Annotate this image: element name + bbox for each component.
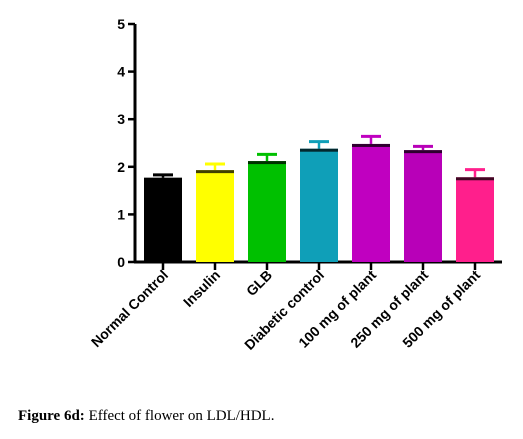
caption-label: Figure 6d: bbox=[18, 408, 85, 424]
bar-top-edge bbox=[196, 170, 234, 174]
bar-top-edge bbox=[352, 143, 390, 147]
bar-top-edge bbox=[248, 161, 286, 165]
bar bbox=[300, 148, 338, 262]
x-tick-label: GLB bbox=[243, 267, 275, 299]
y-tick-label: 0 bbox=[117, 254, 125, 270]
bar-top-edge bbox=[144, 177, 182, 181]
x-tick-label: Insulin bbox=[180, 267, 223, 310]
bar-top-edge bbox=[456, 177, 494, 181]
figure-caption: Figure 6d: Effect of flower on LDL/HDL. bbox=[18, 408, 274, 425]
bar-top-edge bbox=[404, 150, 442, 154]
bar-top-edge bbox=[300, 148, 338, 152]
y-tick-label: 3 bbox=[117, 111, 125, 127]
bar bbox=[248, 161, 286, 262]
bar bbox=[404, 150, 442, 262]
y-tick-label: 5 bbox=[117, 16, 125, 32]
bar bbox=[352, 143, 390, 262]
y-tick-label: 1 bbox=[117, 206, 125, 222]
y-tick-label: 2 bbox=[117, 159, 125, 175]
x-tick-label: Normal Control bbox=[88, 267, 171, 350]
bar bbox=[196, 170, 234, 262]
bar bbox=[144, 177, 182, 262]
caption-text: Effect of flower on LDL/HDL. bbox=[88, 408, 275, 424]
y-tick-label: 4 bbox=[117, 64, 125, 80]
bar bbox=[456, 177, 494, 262]
